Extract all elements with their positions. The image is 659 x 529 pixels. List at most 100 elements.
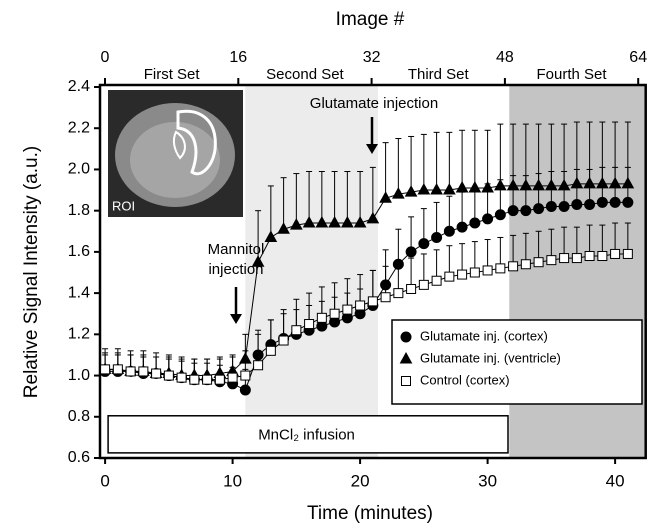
data-point (228, 373, 237, 382)
x-tick-label: 0 (100, 471, 109, 490)
arrow-head (230, 314, 242, 324)
data-point (559, 202, 569, 212)
y-tick-label: 0.8 (68, 408, 90, 425)
x-tick-label: 10 (223, 471, 242, 490)
data-point (419, 239, 429, 249)
data-point (611, 249, 620, 258)
data-point (457, 222, 467, 232)
data-point (547, 256, 556, 265)
legend-marker (402, 377, 411, 386)
set-label: Fourth Set (537, 66, 608, 83)
x2-tick-label: 0 (101, 49, 110, 66)
data-point (457, 182, 468, 192)
y-tick-label: 1.2 (68, 326, 90, 343)
legend-label: Glutamate inj. (ventricle) (420, 350, 561, 365)
x2-tick-label: 64 (629, 49, 647, 66)
data-point (101, 365, 110, 374)
data-point (254, 361, 263, 370)
data-point (546, 202, 556, 212)
data-point (444, 226, 454, 236)
y-tick-label: 1.4 (68, 284, 90, 301)
data-point (585, 199, 595, 209)
data-point (330, 309, 339, 318)
inset-label: ROI (112, 198, 135, 213)
legend-label: Control (cortex) (420, 372, 510, 387)
data-point (139, 367, 148, 376)
data-point (113, 365, 122, 374)
data-point (241, 371, 250, 380)
data-point (495, 180, 506, 190)
data-point (368, 297, 377, 306)
x2-tick-label: 16 (229, 49, 247, 66)
data-point (177, 373, 186, 382)
y-tick-label: 2.0 (68, 161, 90, 178)
x2-tick-label: 48 (496, 49, 514, 66)
chart: MnCl₂ infusion Image # Time (minutes) Re… (0, 0, 659, 529)
data-point (266, 346, 275, 355)
data-point (572, 254, 581, 263)
data-point (190, 375, 199, 384)
x-tick-label: 20 (351, 471, 370, 490)
data-point (292, 326, 301, 335)
data-point (305, 320, 314, 329)
set-label: Third Set (408, 66, 470, 83)
data-point (623, 249, 632, 258)
infusion-label: MnCl₂ infusion (258, 426, 355, 443)
data-point (610, 197, 620, 207)
data-point (598, 252, 607, 261)
data-point (203, 375, 212, 384)
data-point (534, 204, 544, 214)
y-tick-label: 2.4 (68, 78, 90, 95)
data-point (419, 280, 428, 289)
data-point (215, 375, 224, 384)
data-point (381, 293, 390, 302)
data-point (470, 218, 480, 228)
x-tick-label: 40 (606, 471, 625, 490)
data-point (406, 247, 416, 257)
x-axis-label: Time (minutes) (307, 503, 433, 524)
data-point (496, 264, 505, 273)
data-point (279, 336, 288, 345)
data-point (521, 260, 530, 269)
data-point (623, 197, 633, 207)
data-point (394, 289, 403, 298)
data-point (495, 210, 505, 220)
data-point (534, 258, 543, 267)
shaded-region (245, 85, 378, 458)
data-point (509, 262, 518, 271)
data-point (445, 272, 454, 281)
data-point (432, 276, 441, 285)
y-tick-label: 1.0 (68, 367, 90, 384)
data-point (152, 369, 161, 378)
data-point (317, 313, 326, 322)
data-point (508, 206, 518, 216)
y-tick-label: 1.8 (68, 202, 90, 219)
set-label: First Set (144, 66, 201, 83)
data-point (407, 284, 416, 293)
x-tick-label: 30 (478, 471, 497, 490)
data-point (343, 305, 352, 314)
data-point (164, 371, 173, 380)
data-point (469, 182, 480, 192)
data-point (560, 254, 569, 263)
data-point (585, 252, 594, 261)
data-point (597, 197, 607, 207)
data-point (126, 367, 135, 376)
set-label: Second Set (266, 66, 344, 83)
annotation: Mannitol (208, 241, 265, 258)
y-tick-label: 0.6 (68, 449, 90, 466)
chart-title: Image # (336, 9, 405, 30)
data-point (356, 301, 365, 310)
data-point (572, 199, 582, 209)
inset-image: ROI (108, 90, 243, 217)
data-point (470, 268, 479, 277)
data-point (521, 206, 531, 216)
legend-label: Glutamate inj. (cortex) (420, 328, 548, 343)
data-point (483, 266, 492, 275)
data-point (418, 184, 429, 194)
y-axis-label: Relative Signal Intensity (a.u.) (21, 146, 42, 398)
annotation: Glutamate injection (310, 95, 438, 112)
y-tick-label: 2.2 (68, 119, 90, 136)
legend-marker (401, 332, 411, 342)
data-point (458, 270, 467, 279)
